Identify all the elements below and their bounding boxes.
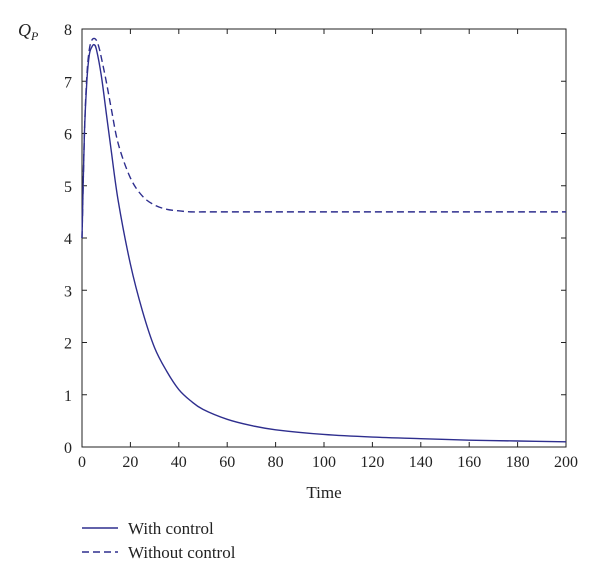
y-tick-label: 5 [64, 179, 72, 196]
x-tick-label: 80 [268, 454, 284, 471]
x-tick-label: 200 [554, 454, 578, 471]
plot-frame [81, 28, 567, 448]
x-tick-label: 0 [78, 454, 86, 471]
x-tick-label: 120 [360, 454, 384, 471]
y-tick-label: 8 [64, 22, 72, 39]
legend: With control Without control [82, 519, 236, 562]
y-tick-label: 1 [64, 388, 72, 405]
x-axis-label: Time [306, 483, 341, 502]
x-tick-label: 40 [171, 454, 187, 471]
y-tick-label: 4 [64, 231, 72, 248]
y-tick-label: 0 [64, 440, 72, 457]
y-tick-label: 2 [64, 336, 72, 353]
series-lines [81, 37, 567, 443]
x-tick-label: 100 [312, 454, 336, 471]
y-tick-label: 7 [64, 74, 72, 91]
y-axis-label-subscript: P [30, 29, 39, 43]
y-tick-label: 3 [64, 283, 72, 300]
y-axis-label: QP [18, 20, 39, 43]
axis-ticks: 0 20 40 60 80 100 120 140 160 180 200 0 1 2 3 4 5 6 7 8 [64, 22, 578, 471]
series-line-with-control [81, 43, 567, 443]
x-tick-label: 140 [409, 454, 433, 471]
x-tick-label: 20 [122, 454, 138, 471]
x-tick-label: 180 [506, 454, 530, 471]
y-axis-label-main: Q [18, 20, 31, 40]
legend-label-without-control: Without control [128, 543, 236, 562]
x-tick-label: 60 [219, 454, 235, 471]
x-tick-label: 160 [457, 454, 481, 471]
y-tick-label: 6 [64, 127, 72, 144]
legend-label-with-control: With control [128, 519, 214, 538]
series-line-without-control [81, 37, 566, 239]
